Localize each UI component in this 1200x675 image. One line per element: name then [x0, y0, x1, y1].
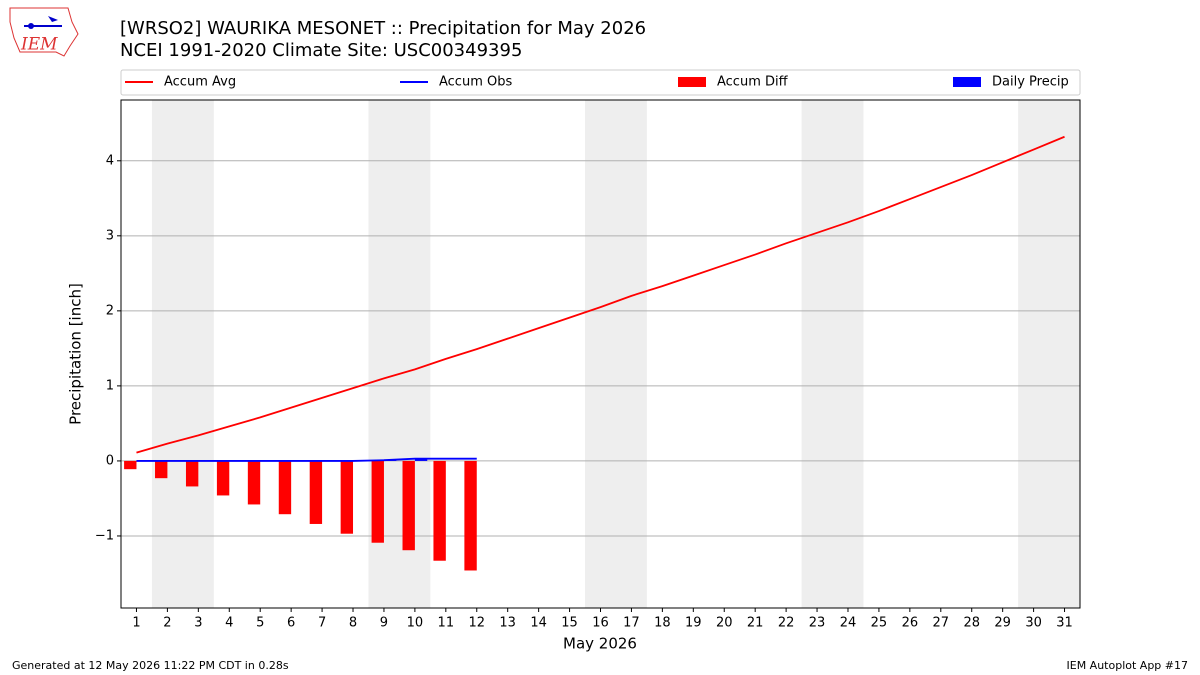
footer-left: Generated at 12 May 2026 11:22 PM CDT in… — [12, 659, 289, 672]
logo-icon — [28, 23, 34, 29]
x-tick-label: 22 — [778, 616, 795, 631]
x-tick-label: 17 — [623, 616, 640, 631]
x-tick-label: 1 — [132, 616, 140, 631]
x-tick-label: 5 — [256, 616, 264, 631]
legend-box — [120, 69, 1081, 96]
bar — [278, 460, 292, 515]
x-tick-label: 11 — [438, 616, 455, 631]
weekend-shade — [151, 100, 214, 608]
x-tick-label: 27 — [933, 616, 950, 631]
x-tick-label: 13 — [499, 616, 516, 631]
bar — [402, 460, 415, 551]
x-tick-label: 24 — [840, 616, 857, 631]
y-tick-label: 4 — [106, 153, 114, 168]
bar — [433, 460, 446, 561]
x-tick-label: 14 — [530, 616, 547, 631]
x-tick-label: 6 — [287, 616, 295, 631]
bar — [414, 459, 428, 461]
x-tick-label: 29 — [994, 616, 1011, 631]
chart-title: [WRSO2] WAURIKA MESONET :: Precipitation… — [120, 18, 646, 39]
logo: IEM — [9, 7, 79, 57]
x-tick-label: 25 — [871, 616, 888, 631]
x-tick-label: 26 — [902, 616, 919, 631]
x-tick-label: 15 — [561, 616, 578, 631]
bar — [124, 460, 137, 470]
y-tick-label: 1 — [106, 378, 114, 393]
legend-swatch — [678, 77, 706, 87]
y-tick-label: 0 — [106, 453, 114, 468]
chart-subtitle: NCEI 1991-2020 Climate Site: USC00349395 — [120, 40, 522, 61]
series-line — [136, 457, 477, 462]
x-tick-label: 19 — [685, 616, 702, 631]
x-tick-label: 12 — [468, 616, 485, 631]
bar — [216, 460, 230, 496]
y-tick-label: 2 — [106, 303, 114, 318]
legend-label: Accum Diff — [717, 75, 789, 90]
bar — [185, 460, 199, 487]
bar — [340, 460, 354, 534]
bar — [155, 460, 168, 479]
weekend-shade — [1018, 100, 1080, 608]
weekend-shade — [801, 100, 864, 608]
logo-text: IEM — [20, 35, 58, 55]
y-axis-label: Precipitation [inch] — [67, 283, 85, 425]
series-line — [136, 135, 1065, 454]
x-tick-label: 2 — [163, 616, 171, 631]
legend-label: Accum Obs — [439, 75, 512, 90]
legend-label: Accum Avg — [164, 75, 236, 90]
bar — [371, 460, 384, 543]
logo-outline — [9, 7, 79, 57]
x-tick-label: 4 — [225, 616, 233, 631]
y-tick-label: −1 — [95, 528, 114, 543]
x-tick-label: 9 — [380, 616, 388, 631]
weekend-shade — [585, 100, 647, 608]
x-tick-label: 23 — [809, 616, 826, 631]
x-tick-label: 16 — [592, 616, 609, 631]
x-tick-label: 30 — [1025, 616, 1042, 631]
x-tick-label: 18 — [654, 616, 671, 631]
x-tick-label: 31 — [1056, 616, 1073, 631]
footer-right: IEM Autoplot App #17 — [1067, 659, 1189, 672]
logo-icon — [48, 16, 58, 22]
x-tick-label: 3 — [194, 616, 202, 631]
y-tick-label: 3 — [106, 228, 114, 243]
bar — [247, 460, 261, 505]
bar — [309, 460, 323, 524]
x-tick-label: 28 — [963, 616, 980, 631]
legend-label: Daily Precip — [992, 75, 1069, 90]
legend-swatch — [953, 77, 981, 87]
x-tick-label: 7 — [318, 616, 326, 631]
x-tick-label: 20 — [716, 616, 733, 631]
plot — [121, 100, 1080, 608]
x-axis-label: May 2026 — [563, 635, 637, 653]
x-tick-label: 10 — [407, 616, 424, 631]
bar — [464, 460, 477, 571]
x-tick-label: 21 — [747, 616, 764, 631]
x-tick-label: 8 — [349, 616, 357, 631]
